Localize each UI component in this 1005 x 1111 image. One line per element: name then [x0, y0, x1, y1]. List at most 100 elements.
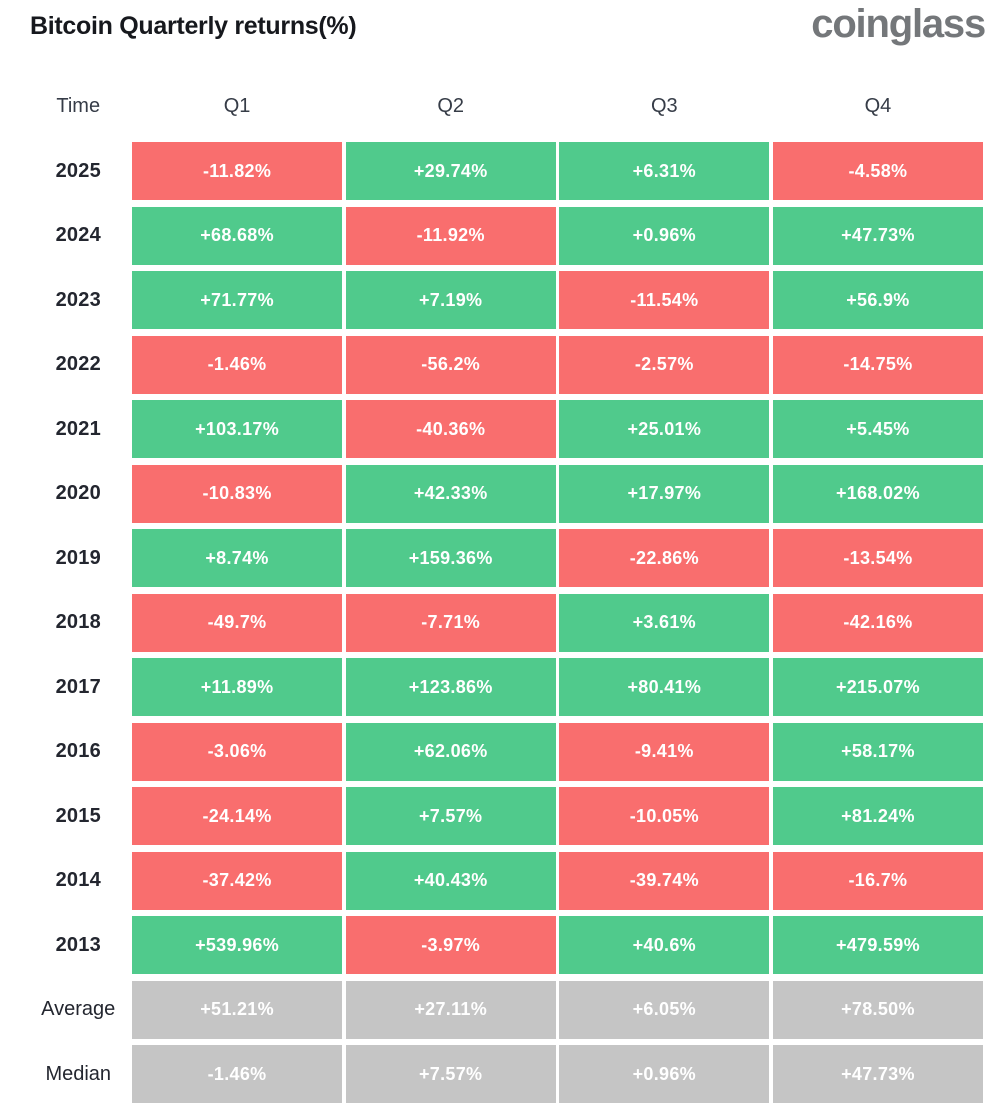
return-cell-negative: -22.86%: [559, 529, 770, 587]
return-cell-negative: -7.71%: [345, 593, 556, 652]
row-label: 2016: [55, 740, 101, 762]
table-row-median: Median -1.46% +7.57% +0.96% +47.73%: [0, 1045, 983, 1103]
table-row-2021: 2021 +103.17% -40.36% +25.01% +5.45%: [0, 400, 983, 458]
return-cell-positive: +168.02%: [772, 464, 983, 523]
return-cell-positive: +29.74%: [345, 142, 556, 200]
row-label: 2025: [55, 159, 101, 182]
return-cell-negative: -11.54%: [559, 271, 770, 329]
return-cell-positive: +42.33%: [345, 464, 556, 523]
return-cell-positive: +7.57%: [345, 787, 556, 845]
return-cell-positive: +6.31%: [559, 142, 770, 200]
return-cell-neutral: +6.05%: [559, 980, 770, 1039]
return-cell-positive: +47.73%: [772, 206, 983, 265]
return-cell-neutral: +27.11%: [345, 980, 556, 1039]
return-cell-negative: -11.92%: [345, 206, 556, 265]
return-cell-negative: -11.82%: [132, 142, 343, 200]
row-label: 2020: [55, 482, 101, 504]
return-cell-negative: -3.97%: [345, 916, 556, 974]
row-label: 2014: [55, 869, 101, 891]
table-row-2025: 2025 -11.82% +29.74% +6.31% -4.58%: [0, 142, 983, 200]
table-row-2018: 2018 -49.7% -7.71% +3.61% -42.16%: [0, 593, 983, 652]
table-row-2020: 2020 -10.83% +42.33% +17.97% +168.02%: [0, 464, 983, 523]
row-label: 2019: [55, 546, 101, 569]
return-cell-positive: +3.61%: [559, 593, 770, 652]
return-cell-positive: +81.24%: [772, 787, 983, 845]
return-cell-negative: -42.16%: [772, 593, 983, 652]
return-cell-positive: +5.45%: [772, 400, 983, 458]
return-cell-negative: -10.05%: [559, 787, 770, 845]
header-bar: Bitcoin Quarterly returns(%) coinglass: [30, 2, 986, 46]
return-cell-positive: +80.41%: [559, 658, 770, 716]
table-row-2014: 2014 -37.42% +40.43% -39.74% -16.7%: [0, 851, 983, 910]
row-label: 2021: [55, 417, 101, 440]
page-title: Bitcoin Quarterly returns(%): [30, 12, 357, 40]
return-cell-positive: +11.89%: [132, 658, 343, 716]
return-cell-positive: +159.36%: [345, 529, 556, 587]
return-cell-negative: -16.7%: [772, 851, 983, 910]
table-row-2022: 2022 -1.46% -56.2% -2.57% -14.75%: [0, 335, 983, 394]
return-cell-neutral: +47.73%: [772, 1045, 983, 1103]
row-label: Average: [41, 998, 116, 1020]
column-header-q4: Q4: [864, 95, 892, 117]
return-cell-positive: +123.86%: [345, 658, 556, 716]
return-cell-negative: -1.46%: [132, 335, 343, 394]
return-cell-positive: +40.6%: [559, 916, 770, 974]
row-label: 2022: [55, 353, 101, 375]
return-cell-positive: +0.96%: [559, 206, 770, 265]
return-cell-neutral: +78.50%: [772, 980, 983, 1039]
row-label: 2013: [55, 933, 101, 956]
return-cell-negative: -37.42%: [132, 851, 343, 910]
table-row-2016: 2016 -3.06% +62.06% -9.41% +58.17%: [0, 722, 983, 781]
return-cell-neutral: +7.57%: [345, 1045, 556, 1103]
return-cell-negative: -13.54%: [772, 529, 983, 587]
return-cell-positive: +68.68%: [132, 206, 343, 265]
column-header-row: Time Q1 Q2 Q3 Q4: [0, 95, 983, 118]
column-header-time: Time: [56, 95, 101, 117]
return-cell-positive: +71.77%: [132, 271, 343, 329]
return-cell-negative: -10.83%: [132, 464, 343, 523]
column-header-q1: Q1: [223, 95, 251, 117]
return-cell-positive: +25.01%: [559, 400, 770, 458]
return-cell-positive: +40.43%: [345, 851, 556, 910]
table-row-2013: 2013 +539.96% -3.97% +40.6% +479.59%: [0, 916, 983, 974]
row-label: Median: [45, 1062, 112, 1085]
return-cell-negative: -56.2%: [345, 335, 556, 394]
returns-heatmap-table: 2025 -11.82% +29.74% +6.31% -4.58% 2024 +68.68…: [0, 142, 983, 1110]
coinglass-logo: coinglass: [811, 2, 986, 46]
column-header-q3: Q3: [650, 95, 678, 117]
return-cell-negative: -9.41%: [559, 722, 770, 781]
return-cell-positive: +539.96%: [132, 916, 343, 974]
return-cell-positive: +62.06%: [345, 722, 556, 781]
return-cell-negative: -40.36%: [345, 400, 556, 458]
return-cell-negative: -14.75%: [772, 335, 983, 394]
table-row-2024: 2024 +68.68% -11.92% +0.96% +47.73%: [0, 206, 983, 265]
return-cell-neutral: +0.96%: [559, 1045, 770, 1103]
table-row-2023: 2023 +71.77% +7.19% -11.54% +56.9%: [0, 271, 983, 329]
row-label: 2015: [55, 804, 101, 827]
column-header-q2: Q2: [437, 95, 465, 117]
table-row-2017: 2017 +11.89% +123.86% +80.41% +215.07%: [0, 658, 983, 716]
return-cell-positive: +56.9%: [772, 271, 983, 329]
table-row-average: Average +51.21% +27.11% +6.05% +78.50%: [0, 980, 983, 1039]
return-cell-positive: +58.17%: [772, 722, 983, 781]
return-cell-positive: +8.74%: [132, 529, 343, 587]
return-cell-positive: +17.97%: [559, 464, 770, 523]
table-row-2019: 2019 +8.74% +159.36% -22.86% -13.54%: [0, 529, 983, 587]
return-cell-positive: +479.59%: [772, 916, 983, 974]
return-cell-negative: -49.7%: [132, 593, 343, 652]
return-cell-positive: +215.07%: [772, 658, 983, 716]
return-cell-negative: -3.06%: [132, 722, 343, 781]
return-cell-negative: -39.74%: [559, 851, 770, 910]
row-label: 2018: [55, 611, 101, 633]
return-cell-neutral: -1.46%: [132, 1045, 343, 1103]
return-cell-negative: -2.57%: [559, 335, 770, 394]
return-cell-negative: -4.58%: [772, 142, 983, 200]
table-row-2015: 2015 -24.14% +7.57% -10.05% +81.24%: [0, 787, 983, 845]
return-cell-positive: +103.17%: [132, 400, 343, 458]
row-label: 2023: [55, 288, 101, 311]
row-label: 2024: [55, 224, 101, 246]
return-cell-neutral: +51.21%: [132, 980, 343, 1039]
row-label: 2017: [55, 675, 101, 698]
return-cell-negative: -24.14%: [132, 787, 343, 845]
